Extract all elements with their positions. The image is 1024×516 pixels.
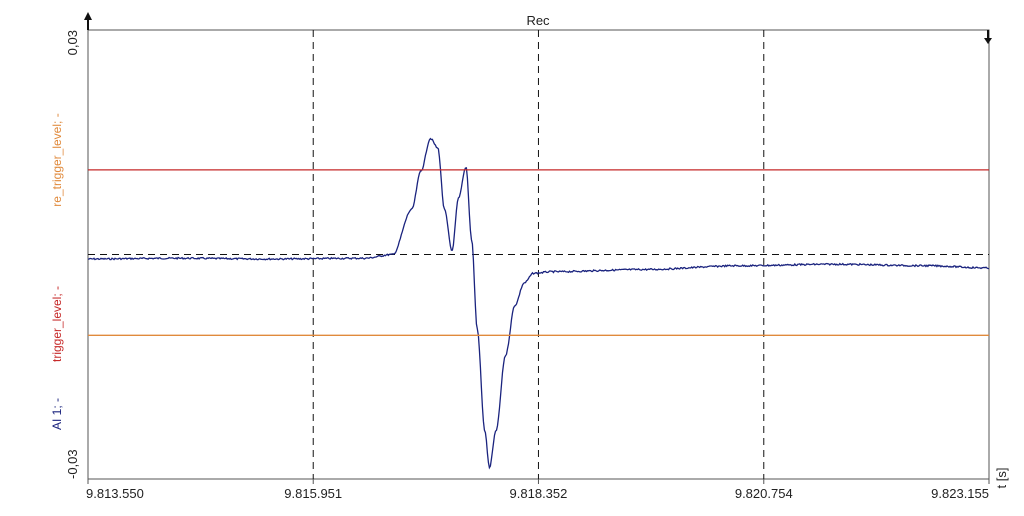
y-axis-label: trigger_level; -: [50, 286, 64, 362]
chart-title: Rec: [526, 13, 550, 28]
y-axis-label: re_trigger_level; -: [50, 113, 64, 206]
cursor-marker-right[interactable]: [984, 30, 992, 44]
x-tick-label: 9.813.550: [86, 486, 144, 501]
y-axis-label: AI 1; -: [50, 398, 64, 430]
vertical-grid: [312, 30, 765, 479]
y-tick-label: -0,03: [65, 449, 80, 479]
x-tick-label: 9.823.155: [931, 486, 989, 501]
cursor-marker-left[interactable]: [84, 12, 92, 30]
x-tick-labels: 9.813.550 9.815.951 9.818.352 9.820.754 9.82…: [86, 479, 990, 501]
x-tick-label: 9.820.754: [735, 486, 793, 501]
series-group: [87, 137, 990, 470]
x-axis-label: t [s]: [994, 468, 1009, 489]
y-tick-labels: 0,03 -0,03: [65, 30, 80, 479]
x-tick-label: 9.815.951: [284, 486, 342, 501]
series-ai 1: [87, 137, 990, 470]
x-tick-label: 9.818.352: [510, 486, 568, 501]
y-axis-labels: AI 1; - trigger_level; - re_trigger_level;…: [50, 113, 64, 430]
y-tick-label: 0,03: [65, 30, 80, 55]
